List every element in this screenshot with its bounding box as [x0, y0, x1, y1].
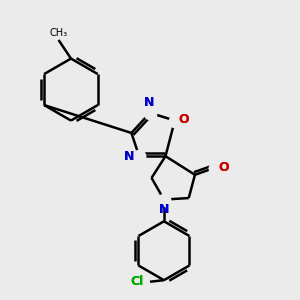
Text: O: O [178, 113, 188, 126]
Text: N: N [124, 150, 134, 163]
Text: Cl: Cl [130, 275, 144, 288]
Text: Cl: Cl [130, 275, 144, 288]
Text: O: O [178, 113, 188, 126]
Text: O: O [218, 161, 229, 174]
Text: N: N [159, 203, 169, 216]
Text: CH₃: CH₃ [50, 28, 68, 38]
Text: N: N [159, 203, 169, 216]
Text: N: N [144, 96, 154, 109]
Text: N: N [144, 96, 154, 109]
Text: O: O [218, 161, 229, 174]
Text: N: N [124, 150, 134, 163]
